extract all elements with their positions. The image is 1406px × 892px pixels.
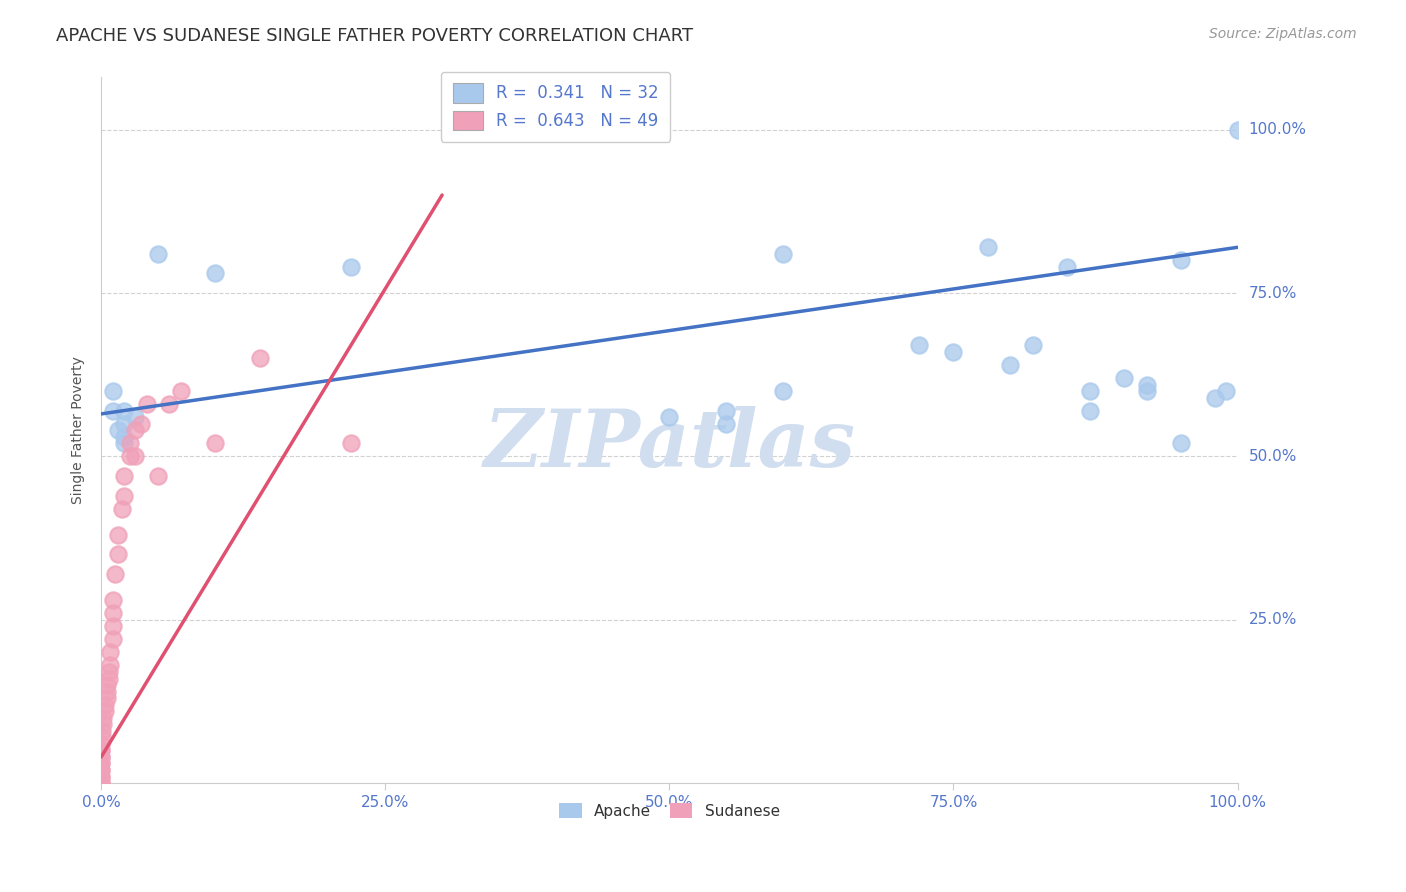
Point: [1136, 377, 1159, 392]
Point: [714, 403, 737, 417]
Point: [658, 410, 681, 425]
Point: [90, 756, 112, 771]
Point: [1215, 384, 1237, 398]
Point: [1056, 260, 1078, 274]
Point: [1136, 384, 1159, 398]
Point: [112, 417, 135, 431]
Point: [146, 247, 169, 261]
Point: [111, 501, 134, 516]
Text: 100.0%: 100.0%: [1249, 122, 1306, 137]
Point: [124, 450, 146, 464]
Point: [112, 489, 135, 503]
Point: [91, 731, 114, 745]
Text: ZIPatlas: ZIPatlas: [484, 406, 855, 483]
Point: [90, 763, 112, 777]
Point: [96, 684, 118, 698]
Point: [112, 436, 135, 450]
Point: [1226, 122, 1249, 136]
Point: [118, 450, 141, 464]
Point: [93, 717, 115, 731]
Point: [101, 606, 124, 620]
Text: APACHE VS SUDANESE SINGLE FATHER POVERTY CORRELATION CHART: APACHE VS SUDANESE SINGLE FATHER POVERTY…: [56, 27, 693, 45]
Point: [107, 547, 129, 561]
Text: 50.0%: 50.0%: [1249, 449, 1296, 464]
Point: [107, 528, 129, 542]
Point: [118, 436, 141, 450]
Point: [90, 770, 112, 784]
Point: [101, 593, 124, 607]
Point: [112, 403, 135, 417]
Point: [90, 750, 112, 764]
Point: [124, 410, 146, 425]
Point: [104, 566, 127, 581]
Point: [340, 260, 363, 274]
Point: [101, 632, 124, 647]
Point: [135, 397, 157, 411]
Point: [772, 384, 794, 398]
Point: [98, 658, 121, 673]
Point: [90, 737, 112, 751]
Point: [98, 665, 121, 679]
Text: Source: ZipAtlas.com: Source: ZipAtlas.com: [1209, 27, 1357, 41]
Point: [1000, 358, 1022, 372]
Text: 75.0%: 75.0%: [1249, 285, 1296, 301]
Point: [93, 711, 115, 725]
Point: [107, 423, 129, 437]
Point: [112, 469, 135, 483]
Point: [1078, 384, 1101, 398]
Point: [91, 723, 114, 738]
Point: [170, 384, 193, 398]
Point: [1112, 371, 1135, 385]
Point: [98, 645, 121, 659]
Point: [90, 743, 112, 757]
Point: [101, 619, 124, 633]
Point: [90, 770, 112, 784]
Point: [90, 750, 112, 764]
Point: [942, 344, 965, 359]
Point: [96, 678, 118, 692]
Point: [340, 436, 363, 450]
Point: [96, 691, 118, 706]
Point: [124, 423, 146, 437]
Point: [90, 743, 112, 757]
Point: [714, 417, 737, 431]
Point: [1078, 403, 1101, 417]
Point: [908, 338, 931, 352]
Point: [976, 240, 998, 254]
Y-axis label: Single Father Poverty: Single Father Poverty: [72, 356, 86, 504]
Point: [93, 704, 115, 718]
Point: [98, 672, 121, 686]
Legend: Apache, Sudanese: Apache, Sudanese: [553, 797, 786, 825]
Point: [129, 417, 152, 431]
Point: [1170, 436, 1192, 450]
Point: [146, 469, 169, 483]
Point: [1170, 253, 1192, 268]
Point: [157, 397, 180, 411]
Point: [90, 776, 112, 790]
Point: [101, 403, 124, 417]
Point: [93, 698, 115, 712]
Point: [1204, 391, 1226, 405]
Point: [1022, 338, 1045, 352]
Text: 25.0%: 25.0%: [1249, 612, 1296, 627]
Point: [204, 267, 226, 281]
Point: [90, 776, 112, 790]
Point: [90, 763, 112, 777]
Point: [90, 756, 112, 771]
Point: [101, 384, 124, 398]
Point: [772, 247, 794, 261]
Point: [204, 436, 226, 450]
Point: [249, 351, 271, 366]
Point: [112, 430, 135, 444]
Point: [90, 776, 112, 790]
